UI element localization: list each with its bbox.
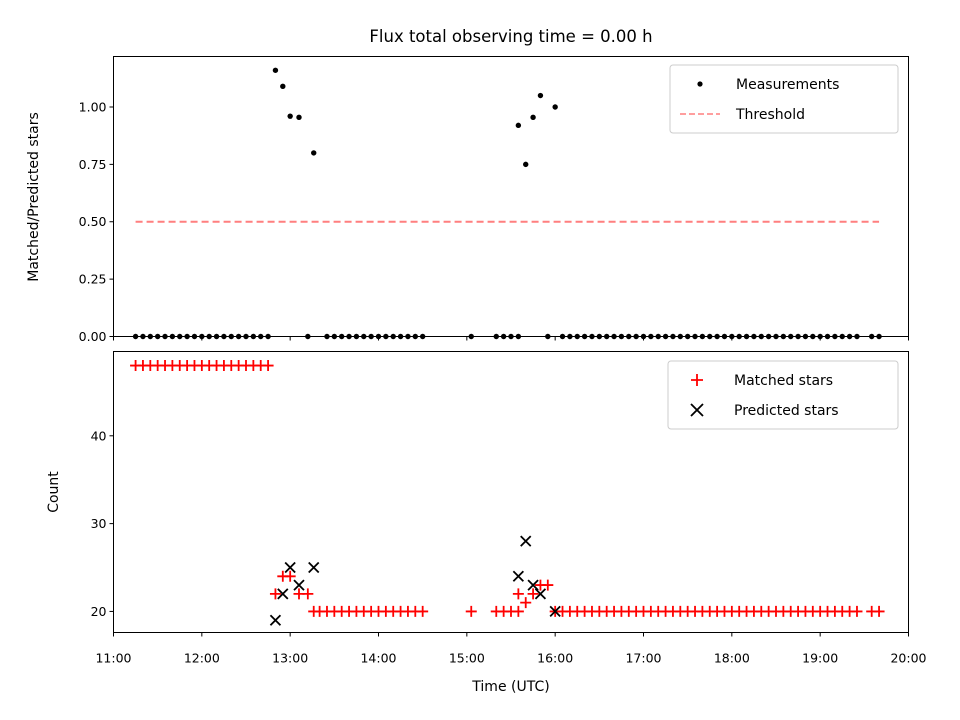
predicted-star-point (277, 588, 289, 600)
predicted-star-point (549, 605, 561, 618)
measurement-point (280, 83, 286, 90)
predicted-star-point (308, 561, 320, 574)
top-y-tick-label: 0.75 (79, 157, 107, 172)
top-legend: Measurements Threshold (669, 64, 899, 134)
bottom-y-axis-label: Count (46, 471, 62, 513)
x-tick-label: 11:00 (95, 651, 131, 666)
matched-star-point (542, 579, 554, 591)
legend-matched-label: Matched stars (734, 373, 833, 389)
matched-star-point (465, 605, 477, 617)
measurement-point (287, 113, 293, 119)
bottom-legend-box (667, 360, 899, 430)
legend-predicted-label: Predicted stars (734, 403, 839, 419)
legend-matched-marker (691, 374, 703, 386)
top-y-ticks: 0.00 0.25 0.50 0.75 1.00 (79, 99, 114, 344)
measurement-point (530, 114, 536, 121)
predicted-star-point (293, 579, 305, 591)
matched-star-point (527, 588, 539, 600)
matched-star-point (262, 360, 274, 372)
measurement-point (523, 161, 529, 168)
top-y-axis-label: Matched/Predicted stars (26, 112, 42, 282)
matched-star-point (269, 588, 281, 600)
predicted-star-point (527, 579, 539, 591)
top-y-tick-label: 0.50 (79, 214, 107, 229)
legend-threshold-label: Threshold (735, 107, 805, 123)
matched-star-point (520, 597, 532, 609)
top-y-tick-label: 0.00 (79, 329, 107, 344)
chart-title: Flux total observing time = 0.00 h (369, 27, 652, 46)
x-tick-label: 18:00 (714, 651, 750, 666)
top-panel: Flux total observing time = 0.00 h Match… (26, 27, 909, 344)
top-x-ticks (113, 336, 909, 341)
measurement-point (537, 92, 544, 99)
matched-star-point (302, 588, 314, 600)
x-tick-label: 15:00 (449, 651, 485, 666)
matched-star-point (284, 570, 296, 582)
top-y-tick-label: 0.25 (79, 272, 107, 287)
bottom-legend: Matched stars Predicted stars (667, 360, 899, 430)
measurement-point (272, 67, 279, 73)
legend-measurements-marker (697, 81, 703, 87)
x-tick-label: 16:00 (537, 651, 573, 666)
predicted-star-point (269, 614, 282, 626)
x-tick-label: 12:00 (184, 651, 220, 666)
predicted-star-point (512, 570, 524, 582)
x-tick-label: 14:00 (360, 651, 396, 666)
predicted-star-point (284, 561, 296, 574)
measurement-point (296, 114, 302, 121)
x-tick-label: 19:00 (802, 651, 838, 666)
bottom-plot-marks (130, 360, 885, 626)
top-legend-box (669, 64, 899, 134)
matched-star-point (512, 588, 524, 600)
top-y-tick-label: 1.00 (79, 99, 107, 114)
legend-predicted-marker (690, 403, 704, 417)
matched-star-point (851, 605, 863, 617)
predicted-star-point (534, 588, 547, 600)
x-tick-label: 17:00 (625, 651, 661, 666)
matched-star-point (512, 605, 524, 617)
predicted-star-point (520, 535, 532, 547)
x-tick-label: 13:00 (272, 651, 308, 666)
x-tick-label: 20:00 (890, 651, 926, 666)
bottom-y-ticks: 20 30 40 (91, 428, 114, 619)
bottom-y-tick-label: 20 (91, 604, 107, 619)
top-plot-frame (113, 56, 909, 337)
bottom-x-axis-label: Time (UTC) (471, 679, 549, 695)
bottom-y-tick-label: 30 (91, 516, 107, 531)
matched-star-point (417, 605, 429, 617)
bottom-plot-frame (113, 351, 909, 633)
legend-measurements-label: Measurements (736, 77, 839, 93)
measurement-point (311, 150, 317, 156)
bottom-y-tick-label: 40 (91, 428, 107, 443)
measurement-point (515, 122, 522, 129)
measurement-point (552, 104, 558, 110)
bottom-x-ticks: 11:00 12:00 13:00 14:00 15:00 16:00 17:00 18:00… (95, 632, 927, 666)
matched-star-point (873, 605, 885, 617)
